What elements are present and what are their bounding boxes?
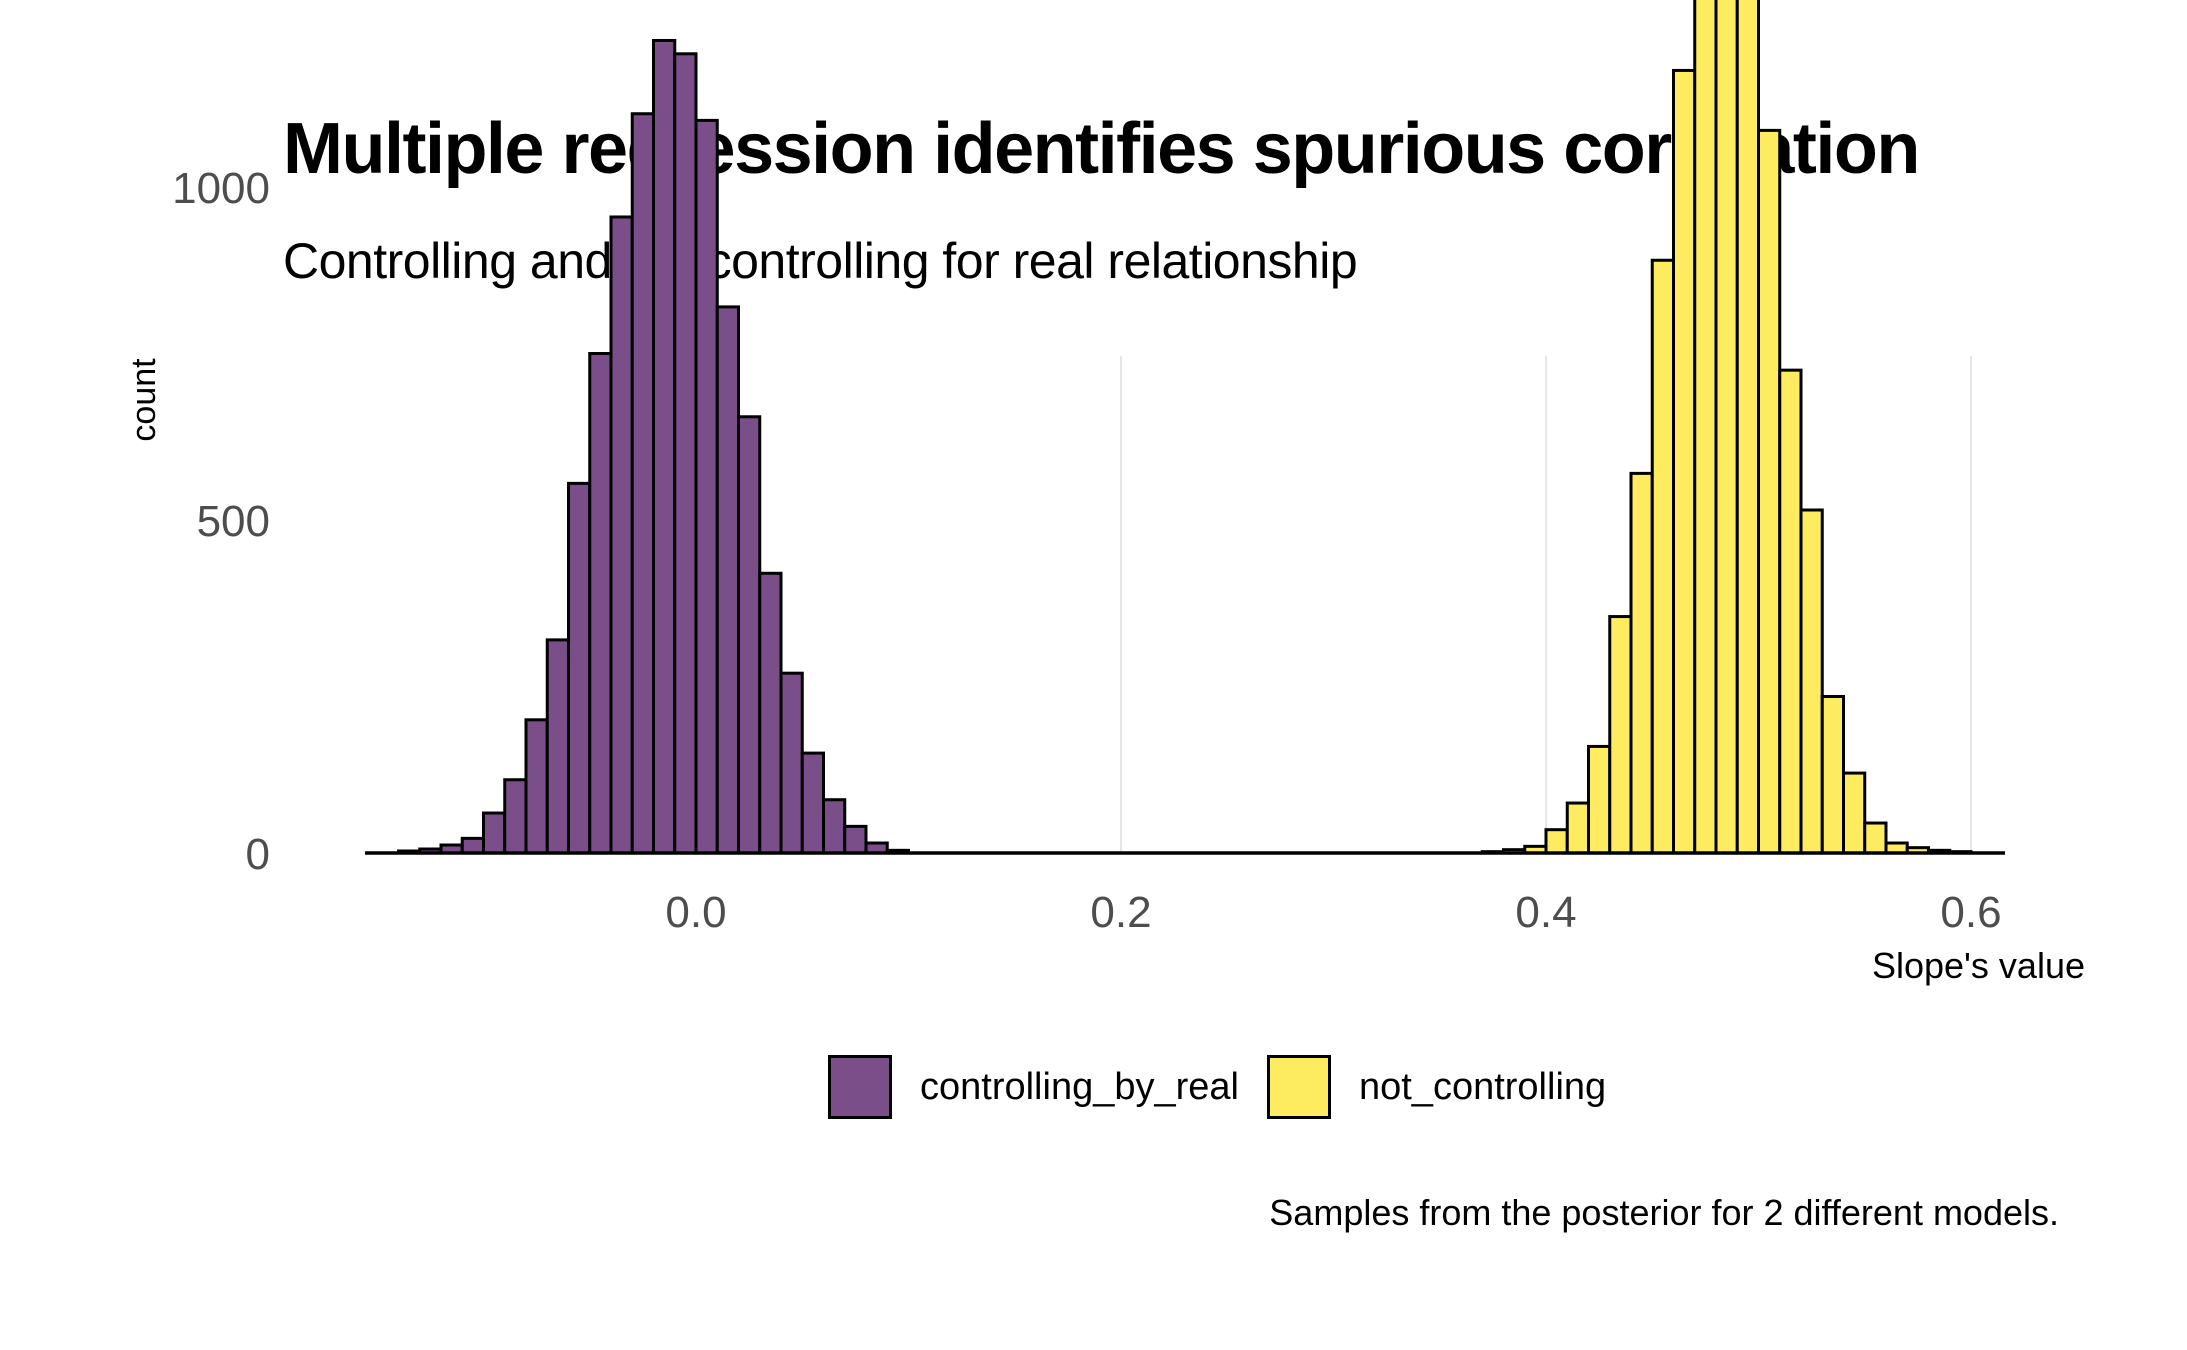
legend-key-not-controlling (1266, 1055, 1331, 1119)
bar-not-controlling-11 (1714, 0, 1739, 855)
bar-not-controlling-18 (1863, 821, 1888, 855)
histogram-bars (397, 0, 1973, 855)
bar-not-controlling-5 (1587, 744, 1612, 855)
bar-controlling-by-real-16 (737, 415, 762, 855)
x-tick-label-3: 0.6 (1940, 888, 2001, 937)
legend-label-not-controlling: not_controlling (1358, 1065, 1607, 1108)
bar-not-controlling-14 (1778, 368, 1803, 855)
x-tick-label-0: 0.0 (665, 888, 726, 937)
bar-controlling-by-real-7 (545, 638, 570, 855)
bar-not-controlling-6 (1608, 615, 1633, 855)
bar-not-controlling-15 (1799, 508, 1824, 855)
bar-controlling-by-real-4 (482, 811, 507, 855)
bar-controlling-by-real-15 (715, 305, 740, 855)
bar-not-controlling-12 (1735, 0, 1760, 855)
bar-not-controlling-9 (1672, 68, 1697, 855)
bar-controlling-by-real-5 (503, 778, 528, 855)
bar-controlling-by-real-9 (588, 352, 613, 855)
bar-not-controlling-3 (1544, 828, 1569, 855)
bar-controlling-by-real-6 (524, 718, 549, 855)
chart-subtitle: Controlling and not controlling for real… (283, 233, 1358, 289)
legend-item-not-controlling: not_controlling (1266, 1055, 1607, 1119)
bar-not-controlling-8 (1650, 258, 1675, 855)
bar-controlling-by-real-19 (800, 751, 825, 855)
legend-key-controlling-by-real (828, 1055, 892, 1119)
bar-controlling-by-real-20 (822, 798, 847, 855)
y-axis-title: count (125, 358, 163, 442)
bar-controlling-by-real-14 (694, 118, 719, 855)
legend-item-controlling-by-real: controlling_by_real (828, 1055, 1239, 1119)
bar-controlling-by-real-8 (567, 481, 592, 855)
y-tick-label-0: 0 (246, 830, 270, 879)
bar-controlling-by-real-21 (843, 824, 868, 855)
bar-controlling-by-real-18 (779, 671, 804, 855)
legend-label-controlling-by-real: controlling_by_real (920, 1065, 1239, 1108)
legend: controlling_by_real not_controlling (828, 1055, 1634, 1119)
bar-controlling-by-real-11 (630, 112, 655, 855)
bar-not-controlling-13 (1757, 128, 1782, 855)
bar-not-controlling-4 (1565, 801, 1590, 855)
bar-not-controlling-16 (1820, 694, 1845, 855)
y-tick-label-1: 500 (197, 497, 270, 546)
x-tick-label-2: 0.4 (1515, 888, 1576, 937)
bar-controlling-by-real-17 (758, 571, 783, 855)
bar-not-controlling-10 (1693, 0, 1718, 855)
bar-controlling-by-real-3 (460, 836, 485, 855)
bar-controlling-by-real-13 (673, 52, 698, 855)
y-tick-label-2: 1000 (172, 164, 270, 213)
x-axis-title: Slope's value (1872, 945, 2085, 986)
bar-not-controlling-7 (1629, 471, 1654, 855)
chart-caption: Samples from the posterior for 2 differe… (1269, 1192, 2059, 1233)
axes: 0.0 0.2 0.4 0.6 0 500 1000 (172, 164, 2005, 937)
x-tick-label-1: 0.2 (1090, 888, 1151, 937)
bar-controlling-by-real-10 (609, 215, 634, 855)
bar-not-controlling-17 (1842, 771, 1867, 855)
chart-title: Multiple regression identifies spurious … (283, 109, 1920, 189)
bar-controlling-by-real-12 (652, 38, 677, 855)
